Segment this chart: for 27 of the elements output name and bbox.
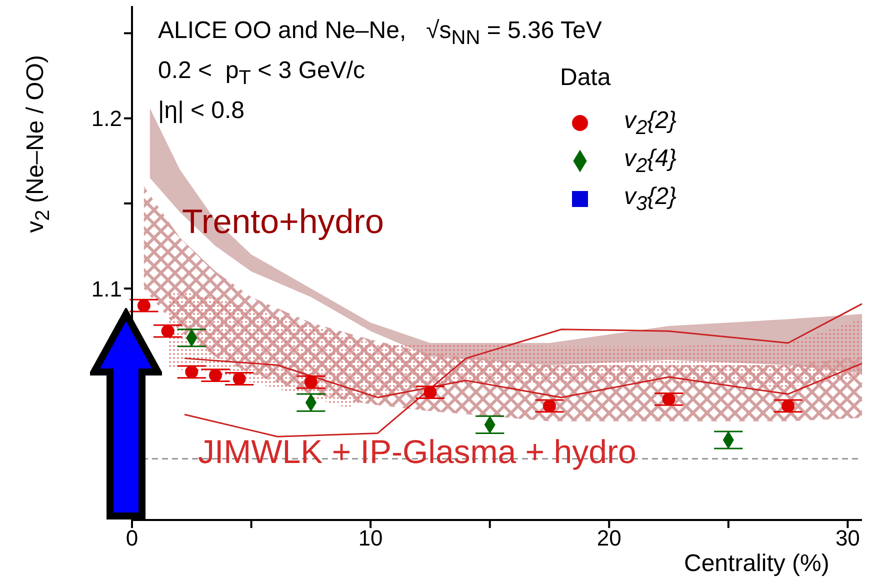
line-series xyxy=(184,303,862,438)
point xyxy=(232,372,246,386)
annotation: 0.2 < p$_{T}$ < 3 GeV/c xyxy=(158,57,366,89)
x-axis-title: Centrality (%) xyxy=(684,550,830,577)
x-tick-label: 0 xyxy=(126,526,138,551)
annotation: |η| < 0.8 xyxy=(158,97,245,124)
legend-label: v$_{2}${2} xyxy=(624,106,677,140)
point xyxy=(208,368,222,382)
point xyxy=(542,399,556,412)
point xyxy=(424,386,437,399)
x-tick-label: 30 xyxy=(835,526,860,551)
annotation: ALICE OO and Ne–Ne, √s$_{NN}$ = 5.36 TeV xyxy=(158,17,602,49)
series-label: JIMWLK + IP-Glasma + hydro xyxy=(198,433,636,470)
annotation: Trento+hydro xyxy=(182,203,384,242)
point xyxy=(161,324,174,338)
x-tick-label: 20 xyxy=(596,526,622,551)
legend-title: Data xyxy=(560,64,612,93)
x-tick-label: 10 xyxy=(358,526,383,551)
point xyxy=(185,365,198,378)
point xyxy=(662,392,676,406)
y-tick-label: 1.1 xyxy=(91,276,122,302)
point xyxy=(782,399,795,412)
point xyxy=(137,299,150,312)
legend-label: v$_{2}${4} xyxy=(624,144,677,178)
point xyxy=(304,376,318,389)
legend-label: v$_{3}${2} xyxy=(624,182,677,216)
y-tick-label: 1.2 xyxy=(91,106,122,132)
